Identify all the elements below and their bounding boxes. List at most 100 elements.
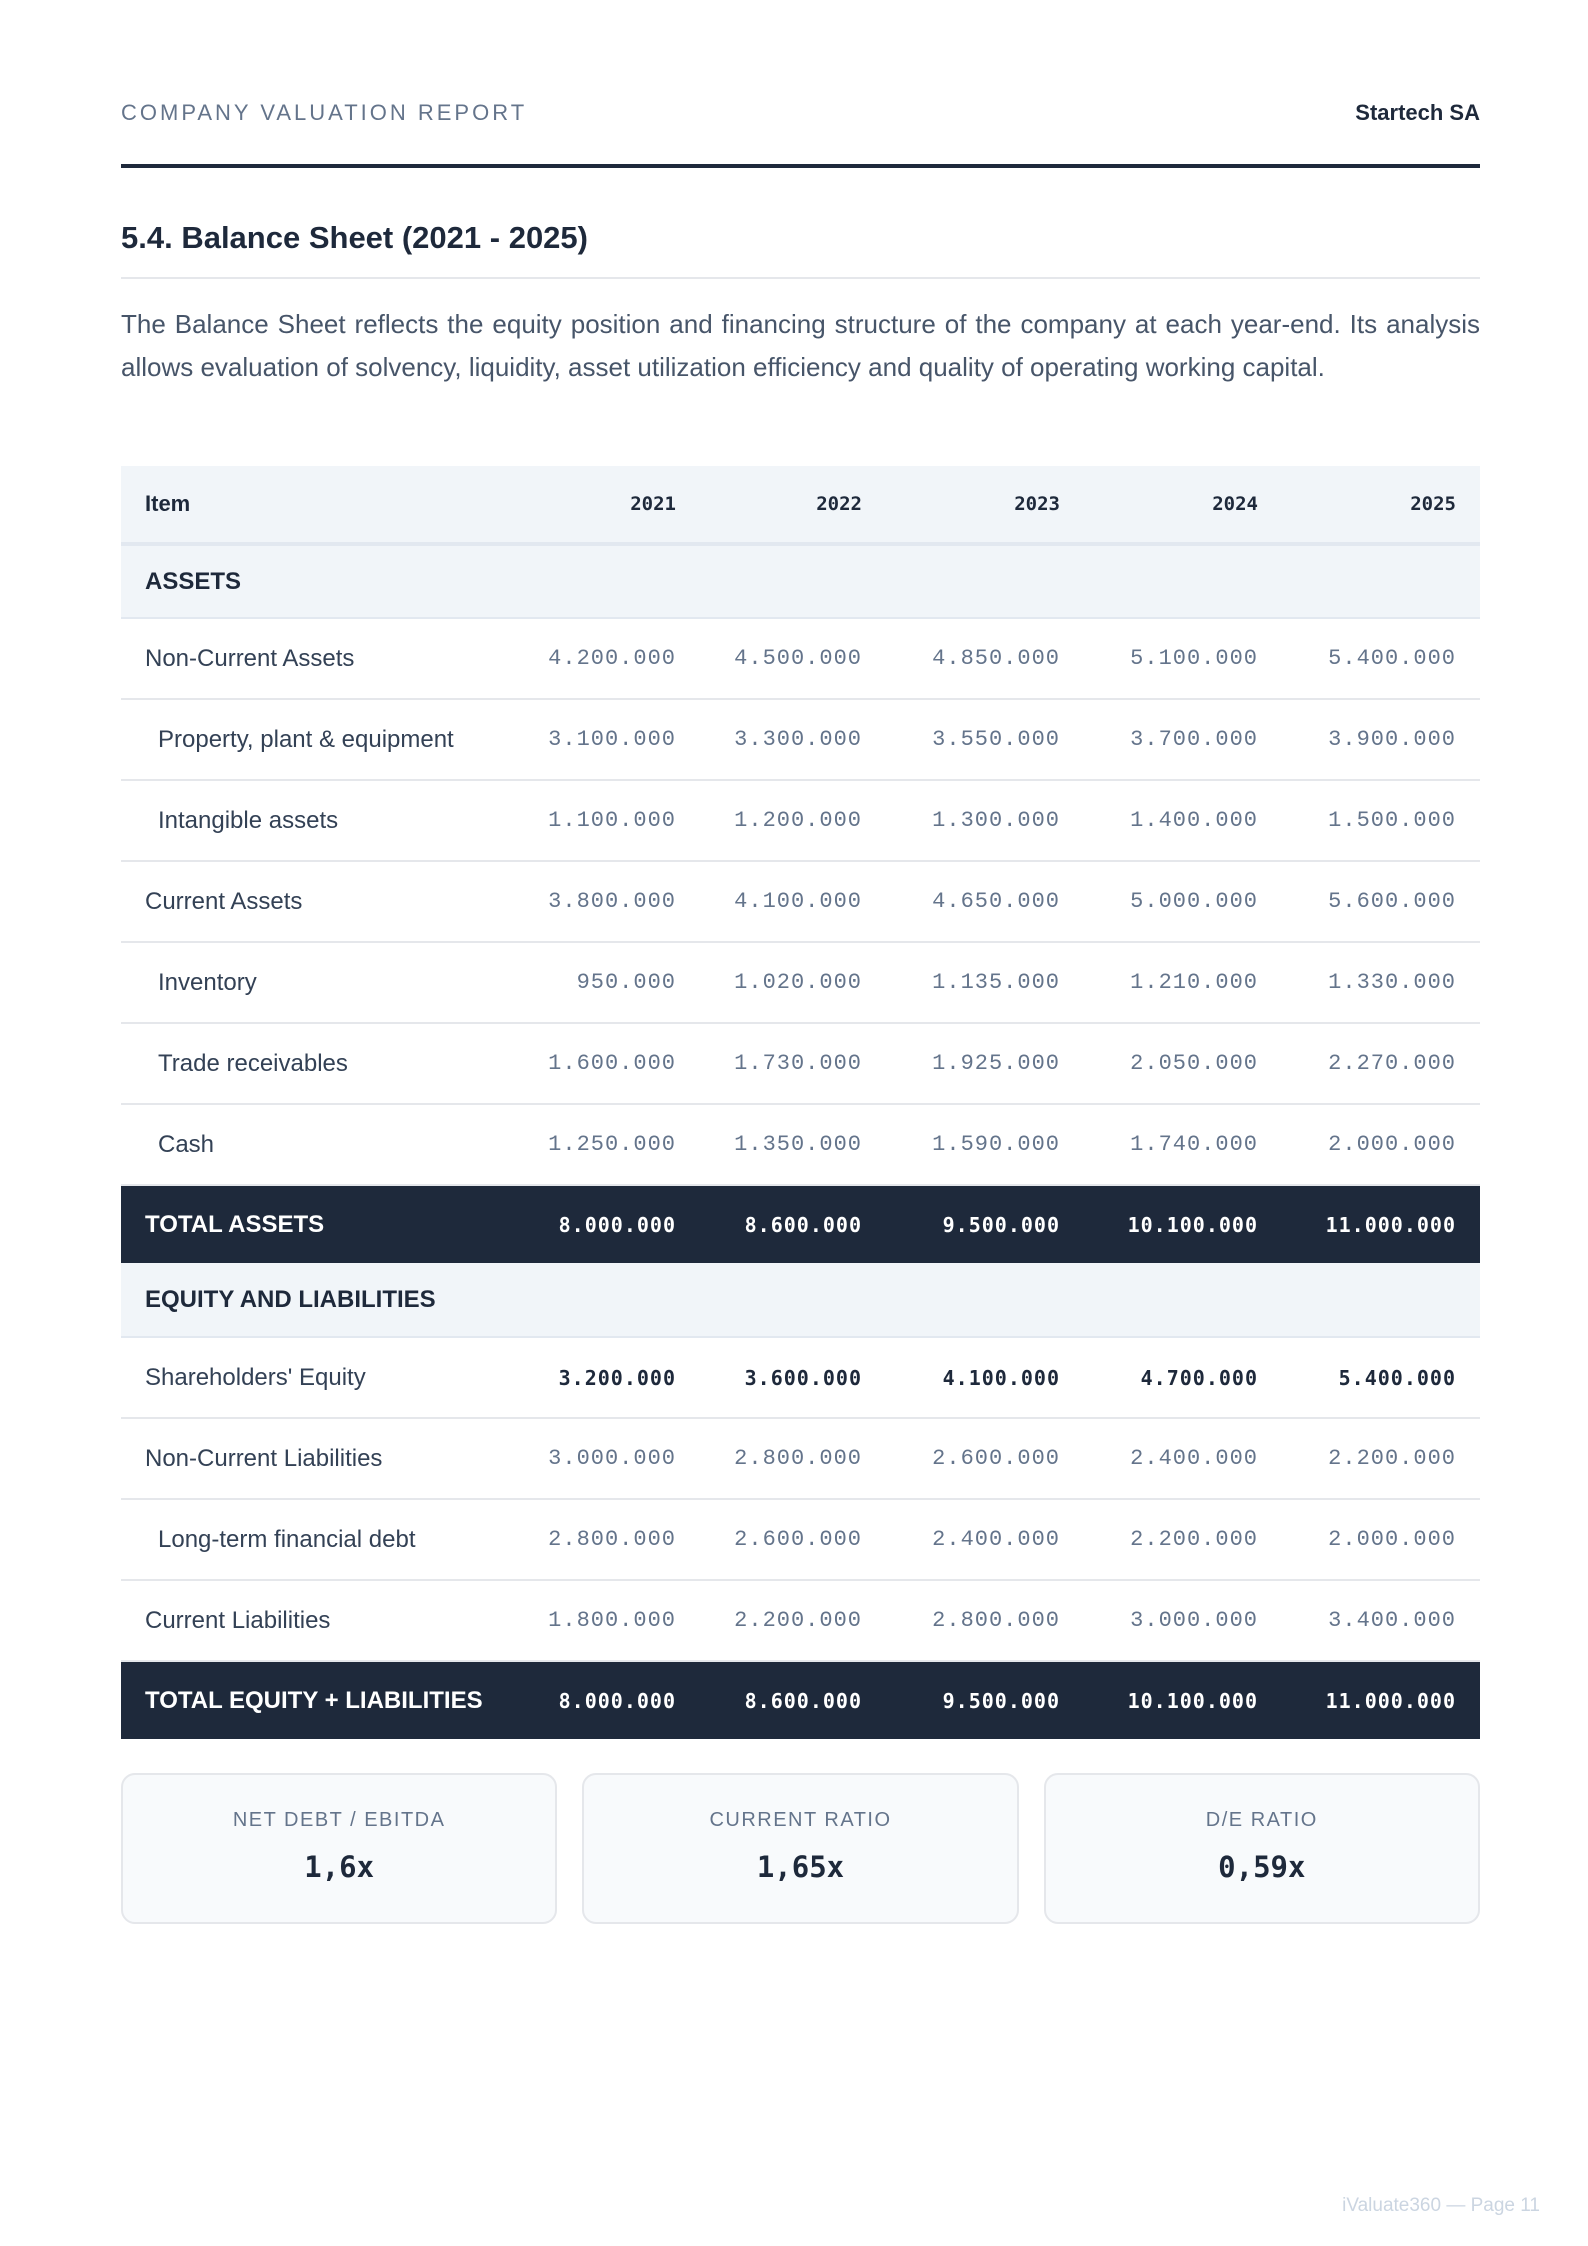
kpi-label: NET DEBT / EBITDA [232,1809,446,1831]
row-value: 1.600.000 [514,1023,700,1105]
row-value: 5.600.000 [1282,861,1480,943]
row-value: 1.300.000 [886,780,1084,862]
row-value: 10.100.000 [1084,1185,1282,1263]
row-value: 2.000.000 [1282,1104,1480,1186]
total-row: TOTAL EQUITY + LIABILITIES 8.000.000 8.600… [121,1661,1480,1739]
row-value: 3.900.000 [1282,699,1480,781]
row-value: 3.600.000 [700,1337,886,1419]
col-year: 2021 [514,466,700,546]
table-row: Inventory 950.000 1.020.000 1.135.000 1.210.… [121,942,1480,1024]
row-value: 2.270.000 [1282,1023,1480,1105]
report-label: COMPANY VALUATION REPORT [121,100,528,125]
row-value: 2.600.000 [700,1499,886,1581]
row-value: 8.000.000 [514,1185,700,1263]
row-value: 4.850.000 [886,618,1084,700]
row-label: Current Assets [121,861,514,943]
total-row: TOTAL ASSETS 8.000.000 8.600.000 9.500.000 1… [121,1185,1480,1263]
row-label: Cash [121,1104,514,1186]
row-value: 2.600.000 [886,1418,1084,1500]
row-value: 1.200.000 [700,780,886,862]
row-value: 11.000.000 [1282,1185,1480,1263]
row-value: 1.400.000 [1084,780,1282,862]
row-value: 8.000.000 [514,1661,700,1739]
table-row: Current Assets 3.800.000 4.100.000 4.650.00… [121,861,1480,943]
row-value: 3.000.000 [1084,1580,1282,1662]
section-row: ASSETS [121,544,1480,619]
row-label: TOTAL ASSETS [121,1185,514,1263]
row-value: 3.000.000 [514,1418,700,1500]
kpi-cards: NET DEBT / EBITDA 1,6x CURRENT RATIO 1,65x… [121,1773,1480,1924]
row-value: 4.100.000 [886,1337,1084,1419]
table-row: Property, plant & equipment 3.100.000 3.30… [121,699,1480,781]
table-row: Non-Current Liabilities 3.000.000 2.800.00… [121,1418,1480,1500]
section-label: ASSETS [121,544,1480,619]
section-title: 5.4. Balance Sheet (2021 - 2025) [121,220,588,255]
row-value: 3.300.000 [700,699,886,781]
row-value: 1.800.000 [514,1580,700,1662]
row-value: 9.500.000 [886,1661,1084,1739]
table-row: Shareholders' Equity 3.200.000 3.600.000 4.… [121,1337,1480,1419]
row-value: 4.650.000 [886,861,1084,943]
table-header: Item 2021 2022 2023 2024 2025 [121,466,1480,546]
row-label: Non-Current Assets [121,618,514,700]
row-value: 1.135.000 [886,942,1084,1024]
section-label: EQUITY AND LIABILITIES [121,1263,1480,1338]
row-label: TOTAL EQUITY + LIABILITIES [121,1661,514,1739]
row-value: 3.550.000 [886,699,1084,781]
row-value: 1.925.000 [886,1023,1084,1105]
row-label: Current Liabilities [121,1580,514,1662]
row-label: Property, plant & equipment [121,699,514,781]
row-value: 1.330.000 [1282,942,1480,1024]
row-value: 5.400.000 [1282,1337,1480,1419]
row-value: 2.800.000 [700,1418,886,1500]
row-label: Trade receivables [121,1023,514,1105]
row-value: 1.100.000 [514,780,700,862]
header-rule [121,164,1480,168]
company-name: Startech SA [1355,100,1480,125]
page-footer: iValuate360 — Page 11 [1342,2195,1540,2216]
row-label: Long-term financial debt [121,1499,514,1581]
row-value: 10.100.000 [1084,1661,1282,1739]
row-value: 2.200.000 [1282,1418,1480,1500]
row-value: 2.050.000 [1084,1023,1282,1105]
kpi-value: 1,65x [756,1850,845,1884]
kpi-card: CURRENT RATIO 1,65x [582,1773,1019,1924]
row-value: 950.000 [514,942,700,1024]
row-value: 4.500.000 [700,618,886,700]
table-row: Long-term financial debt 2.800.000 2.600.0… [121,1499,1480,1581]
col-item: Item [121,466,514,546]
table-row: Current Liabilities 1.800.000 2.200.000 2.8… [121,1580,1480,1662]
kpi-label: D/E RATIO [1205,1809,1318,1831]
balance-sheet-table: Item 2021 2022 2023 2024 2025 ASSETS Non-… [121,466,1480,1739]
row-label: Shareholders' Equity [121,1337,514,1419]
kpi-card: NET DEBT / EBITDA 1,6x [121,1773,558,1924]
row-value: 5.100.000 [1084,618,1282,700]
row-value: 2.000.000 [1282,1499,1480,1581]
row-value: 5.000.000 [1084,861,1282,943]
row-value: 4.100.000 [700,861,886,943]
row-value: 4.700.000 [1084,1337,1282,1419]
row-value: 3.200.000 [514,1337,700,1419]
col-year: 2023 [886,466,1084,546]
row-value: 1.590.000 [886,1104,1084,1186]
page-header: COMPANY VALUATION REPORT Startech SA [121,100,1480,126]
row-value: 3.100.000 [514,699,700,781]
row-value: 3.400.000 [1282,1580,1480,1662]
title-divider [121,277,1480,279]
row-value: 1.740.000 [1084,1104,1282,1186]
row-value: 1.350.000 [700,1104,886,1186]
row-value: 8.600.000 [700,1661,886,1739]
row-value: 9.500.000 [886,1185,1084,1263]
col-year: 2022 [700,466,886,546]
table-row: Non-Current Assets 4.200.000 4.500.000 4.85… [121,618,1480,700]
row-value: 1.730.000 [700,1023,886,1105]
table-row: Trade receivables 1.600.000 1.730.000 1.925… [121,1023,1480,1105]
kpi-card: D/E RATIO 0,59x [1043,1773,1480,1924]
row-value: 4.200.000 [514,618,700,700]
row-value: 1.020.000 [700,942,886,1024]
row-value: 8.600.000 [700,1185,886,1263]
row-value: 1.210.000 [1084,942,1282,1024]
col-year: 2025 [1282,466,1480,546]
row-value: 1.500.000 [1282,780,1480,862]
kpi-label: CURRENT RATIO [709,1809,892,1831]
